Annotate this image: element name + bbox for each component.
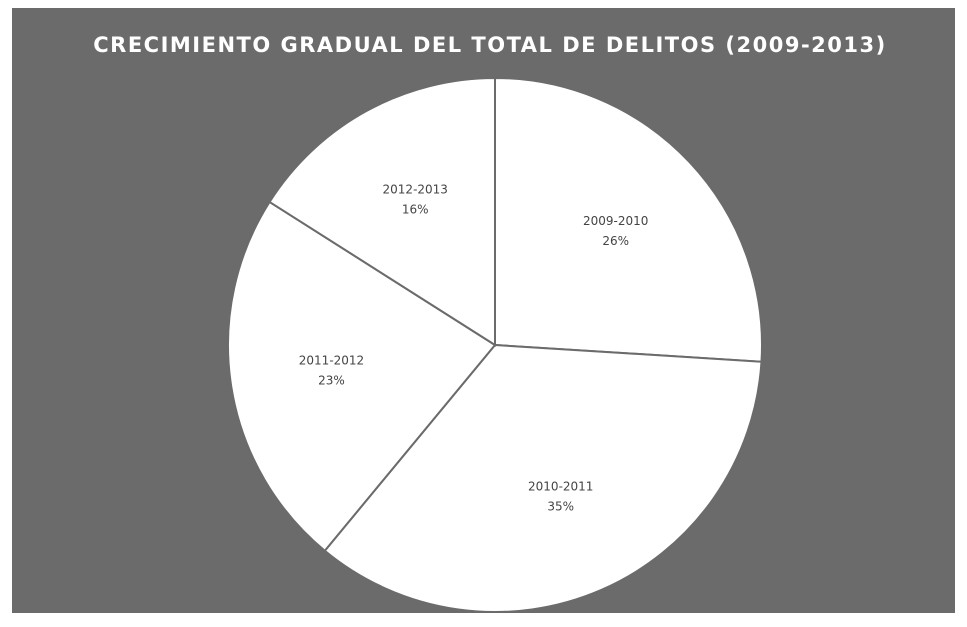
slice-value-label: 16% [402, 202, 429, 216]
slice-category-label: 2011-2012 [299, 353, 364, 367]
chart-title: CRECIMIENTO GRADUAL DEL TOTAL DE DELITOS… [93, 33, 886, 57]
slice-category-label: 2012-2013 [383, 182, 448, 196]
slice-value-label: 35% [547, 499, 574, 513]
pie-slice [494, 76, 763, 363]
slice-value-label: 26% [602, 234, 629, 248]
pie-slice [227, 200, 497, 553]
slice-category-label: 2009-2010 [583, 214, 648, 228]
slice-category-label: 2010-2011 [528, 479, 593, 493]
pie-slice [268, 76, 496, 347]
pie-slice [323, 343, 763, 613]
slice-value-label: 23% [318, 373, 345, 387]
